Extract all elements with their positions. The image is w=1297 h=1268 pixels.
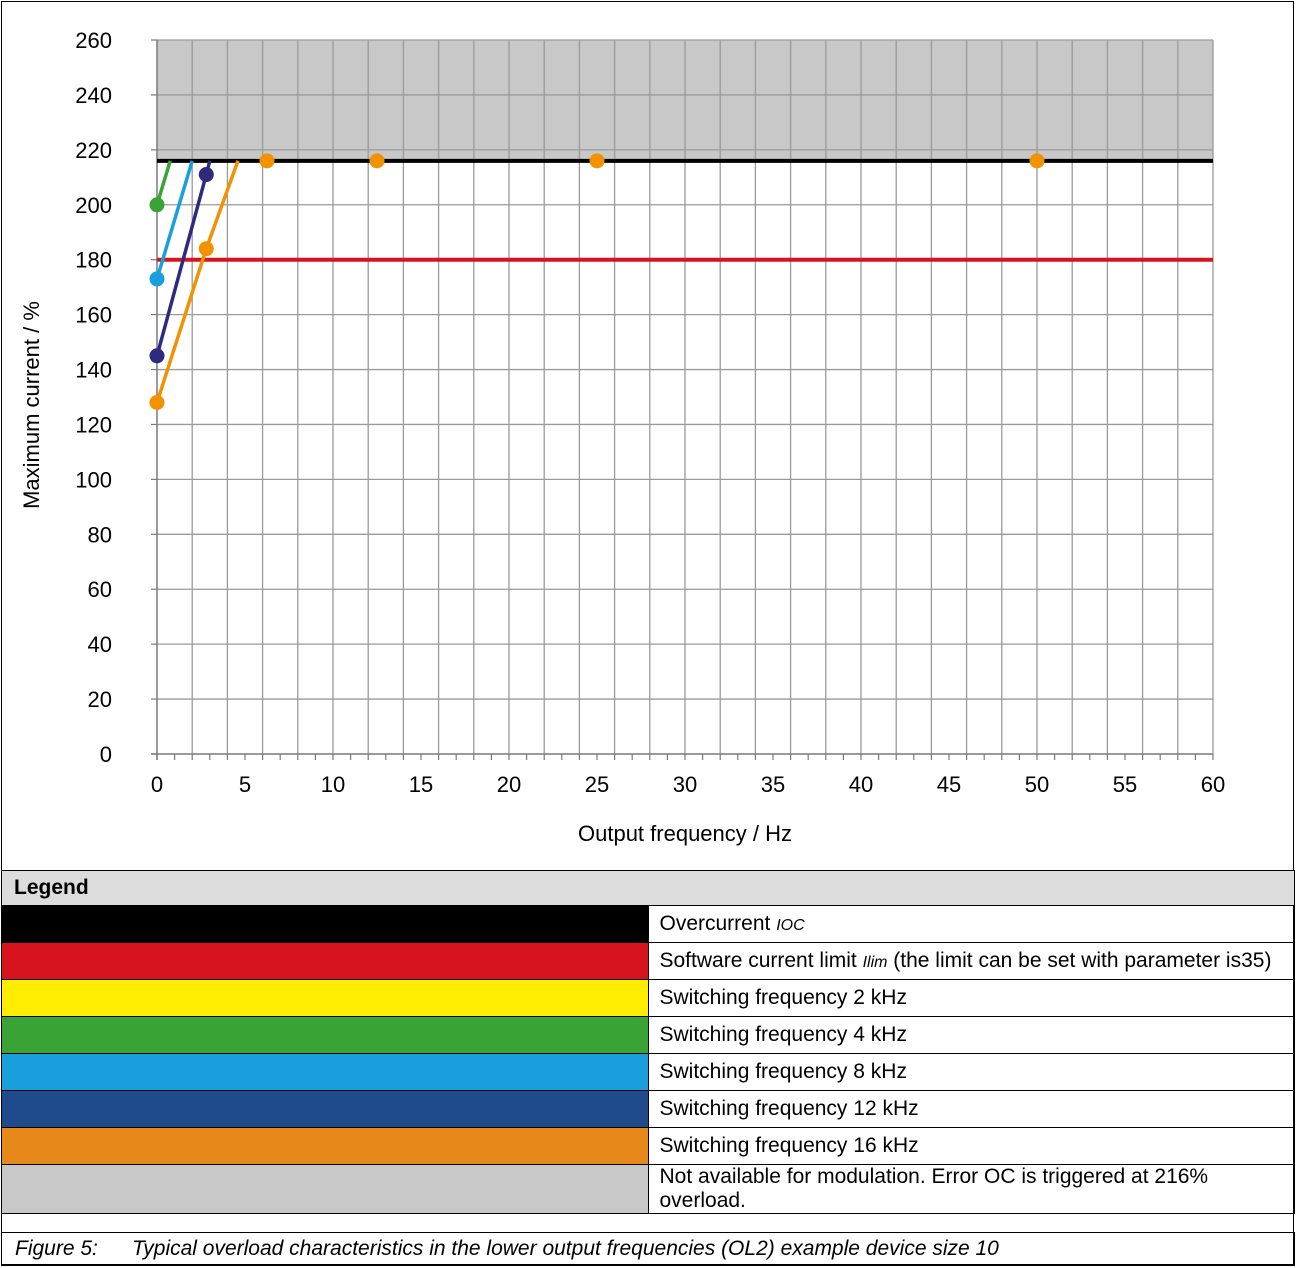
y-tick-label: 240 [75,83,112,108]
x-tick-label: 30 [673,772,697,797]
data-point [149,271,165,287]
legend-item-2khz: Switching frequency 2 kHz [647,979,1295,1017]
series-line [155,160,240,404]
y-tick-label: 80 [88,522,112,547]
y-tick-label: 180 [75,248,112,273]
x-tick-label: 25 [585,772,609,797]
y-tick-label: 260 [75,28,112,53]
legend-item-overcurrent: Overcurrent IOC [647,905,1295,943]
x-tick-label: 5 [239,772,251,797]
data-point [149,348,165,364]
legend-swatch-12khz [1,1090,649,1128]
data-point [149,394,165,410]
y-tick-label: 140 [75,358,112,383]
legend-item-not-available: Not available for modulation. Error OC i… [647,1164,1295,1214]
legend-table: Legend Overcurrent IOC Software current … [1,870,1295,1214]
data-point [149,197,165,213]
caption-text: Typical overload characteristics in the … [132,1237,999,1260]
x-tick-label: 10 [321,772,345,797]
legend-item-8khz: Switching frequency 8 kHz [647,1053,1295,1091]
legend-swatch-not-available [1,1164,649,1214]
data-point [198,241,214,257]
y-axis-label: Maximum current / % [19,301,44,509]
legend-sub-ilim: Ilim [862,954,888,971]
data-point [1029,153,1045,169]
data-point [369,153,385,169]
legend-item-software-limit: Software current limit Ilim (the limit c… [647,942,1295,980]
y-tick-label: 160 [75,303,112,328]
y-tick-label: 220 [75,138,112,163]
series-line [155,160,194,280]
legend-swatch-2khz [1,979,649,1017]
x-tick-label: 15 [409,772,433,797]
x-tick-label: 45 [937,772,961,797]
y-tick-label: 200 [75,193,112,218]
x-tick-label: 40 [849,772,873,797]
x-tick-label: 35 [761,772,785,797]
y-tick-label: 120 [75,412,112,437]
legend-swatch-overcurrent [1,905,649,943]
x-axis-label: Output frequency / Hz [578,821,792,846]
y-tick-label: 100 [75,467,112,492]
legend-swatch-16khz [1,1127,649,1165]
figure-caption: Figure 5: Typical overload characteristic… [1,1232,1295,1266]
legend-swatch-software-limit [1,942,649,980]
series-line [155,160,172,206]
caption-label: Figure 5: [15,1237,98,1260]
y-tick-label: 60 [88,577,112,602]
y-tick-label: 20 [88,687,112,712]
legend-item-12khz: Switching frequency 12 kHz [647,1090,1295,1128]
legend-item-16khz: Switching frequency 16 kHz [647,1127,1295,1165]
y-tick-label: 40 [88,632,112,657]
x-tick-label: 55 [1113,772,1137,797]
legend-item-4khz: Switching frequency 4 kHz [647,1016,1295,1054]
x-tick-label: 20 [497,772,521,797]
legend-swatch-4khz [1,1016,649,1054]
data-point [589,153,605,169]
x-tick-label: 50 [1025,772,1049,797]
legend-sub-ioc: IOC [776,917,805,934]
overload-chart: 0 5 10 15 20 25 30 35 40 45 50 55 60 0 20 40 60 80 100 120 1… [19,28,1225,846]
data-point [259,153,275,169]
x-tick-label: 0 [151,772,163,797]
y-tick-label: 0 [100,742,112,767]
x-tick-label: 60 [1201,772,1225,797]
legend-title: Legend [1,870,1295,906]
legend-swatch-8khz [1,1053,649,1091]
data-point [198,167,214,183]
